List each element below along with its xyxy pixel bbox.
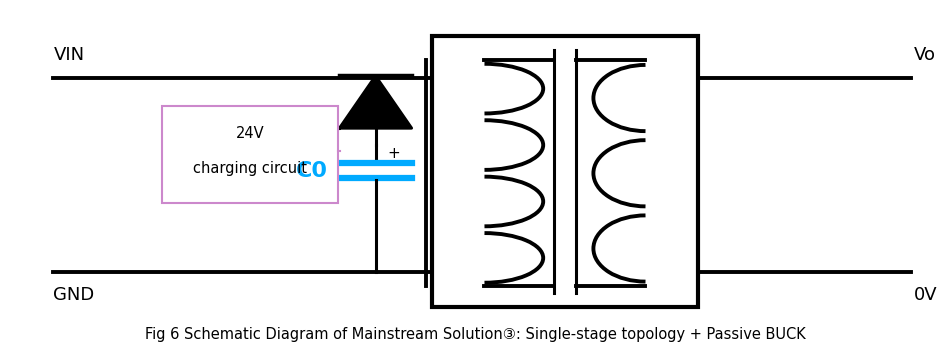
- Text: charging circuit: charging circuit: [193, 161, 307, 176]
- Bar: [432, 36, 697, 307]
- Text: Vo: Vo: [914, 46, 936, 64]
- Text: C0: C0: [296, 161, 328, 181]
- Text: 0V: 0V: [914, 286, 938, 304]
- Polygon shape: [339, 76, 411, 128]
- Text: VIN: VIN: [53, 46, 85, 64]
- Bar: [162, 106, 337, 203]
- Text: Fig 6 Schematic Diagram of Mainstream Solution③: Single-stage topology + Passive: Fig 6 Schematic Diagram of Mainstream So…: [144, 327, 806, 342]
- Text: 24V: 24V: [236, 126, 264, 141]
- Text: GND: GND: [53, 286, 95, 304]
- Text: +: +: [387, 146, 400, 161]
